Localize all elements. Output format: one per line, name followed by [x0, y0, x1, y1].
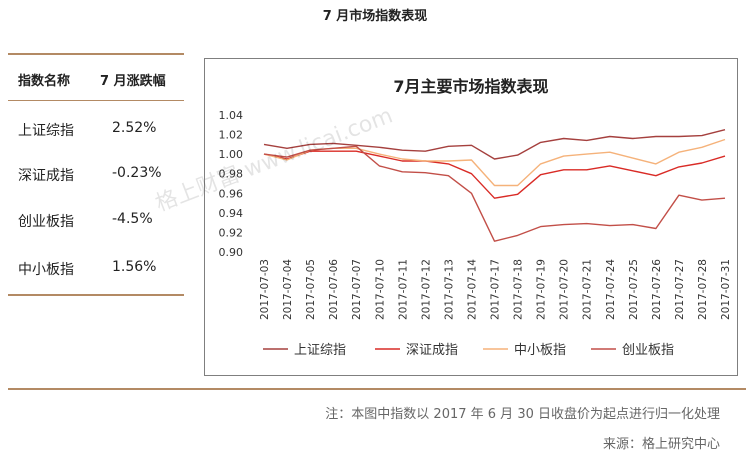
legend-label: 中小板指 — [514, 343, 566, 358]
x-tick-label: 2017-07-10 — [374, 259, 386, 320]
x-tick-label: 2017-07-31 — [720, 259, 732, 320]
y-tick-label: 0.92 — [219, 226, 244, 239]
table-row-name: 中小板指 — [18, 262, 74, 278]
x-tick-label: 2017-07-06 — [328, 259, 340, 320]
x-tick-label: 2017-07-26 — [651, 259, 663, 320]
y-tick-label: 1.02 — [219, 129, 244, 142]
table-row-value: 1.56% — [112, 259, 157, 275]
chart-title: 7月主要市场指数表现 — [393, 77, 548, 96]
footer-rule — [8, 388, 746, 390]
x-tick-label: 2017-07-19 — [536, 259, 548, 320]
table-row-name: 上证综指 — [18, 123, 74, 139]
table-header-change: 7 月涨跌幅 — [100, 74, 166, 89]
table-row-value: -0.23% — [112, 165, 162, 181]
y-tick-label: 0.96 — [219, 187, 244, 200]
line-chart: 7月主要市场指数表现 1.04 1.02 1.00 0.98 0.96 0.94 0.92 0… — [219, 77, 733, 358]
x-tick-label: 2017-07-17 — [490, 259, 502, 320]
source-note: 来源：格上研究中心 — [602, 437, 720, 452]
y-tick-label: 1.00 — [219, 148, 244, 161]
y-tick-label: 0.94 — [219, 207, 244, 220]
table-row-value: -4.5% — [112, 211, 153, 227]
table-row-name: 创业板指 — [18, 214, 74, 230]
legend-label: 创业板指 — [622, 343, 674, 358]
legend-label: 深证成指 — [406, 343, 458, 358]
x-tick-label: 2017-07-21 — [582, 259, 594, 320]
x-tick-label: 2017-07-25 — [628, 259, 640, 320]
x-tick-label: 2017-07-04 — [282, 259, 294, 320]
table-header-name: 指数名称 — [18, 74, 71, 89]
table-bottom-rule — [8, 294, 184, 296]
x-tick-label: 2017-07-18 — [513, 259, 525, 320]
x-tick-label: 2017-07-14 — [466, 259, 478, 320]
x-tick-label: 2017-07-11 — [397, 259, 409, 320]
series-line — [263, 145, 726, 242]
table-header-rule — [8, 100, 184, 101]
x-tick-label: 2017-07-07 — [351, 259, 363, 320]
x-tick-label: 2017-07-28 — [697, 259, 709, 320]
series-line — [263, 129, 726, 160]
x-tick-label: 2017-07-20 — [559, 259, 571, 320]
page-title: 7 月市场指数表现 — [322, 9, 428, 24]
legend-label: 上证综指 — [294, 343, 346, 358]
x-tick-label: 2017-07-03 — [259, 259, 271, 320]
table-row-name: 深证成指 — [18, 168, 74, 184]
footnote: 注：本图中指数以 2017 年 6 月 30 日收盘价为起点进行归一化处理 — [325, 407, 720, 422]
table-row-value: 2.52% — [112, 120, 157, 136]
x-tick-label: 2017-07-27 — [674, 259, 686, 320]
y-tick-label: 0.90 — [219, 246, 244, 259]
x-tick-label: 2017-07-12 — [420, 259, 432, 320]
x-tick-label: 2017-07-05 — [305, 259, 317, 320]
x-tick-label: 2017-07-13 — [443, 259, 455, 320]
y-tick-label: 1.04 — [219, 109, 244, 122]
table-top-rule — [8, 53, 184, 55]
x-tick-label: 2017-07-24 — [605, 259, 617, 320]
y-tick-label: 0.98 — [219, 168, 244, 181]
chart-frame: 7月主要市场指数表现 1.04 1.02 1.00 0.98 0.96 0.94 0.92 0… — [204, 58, 738, 376]
series-line — [263, 150, 726, 199]
